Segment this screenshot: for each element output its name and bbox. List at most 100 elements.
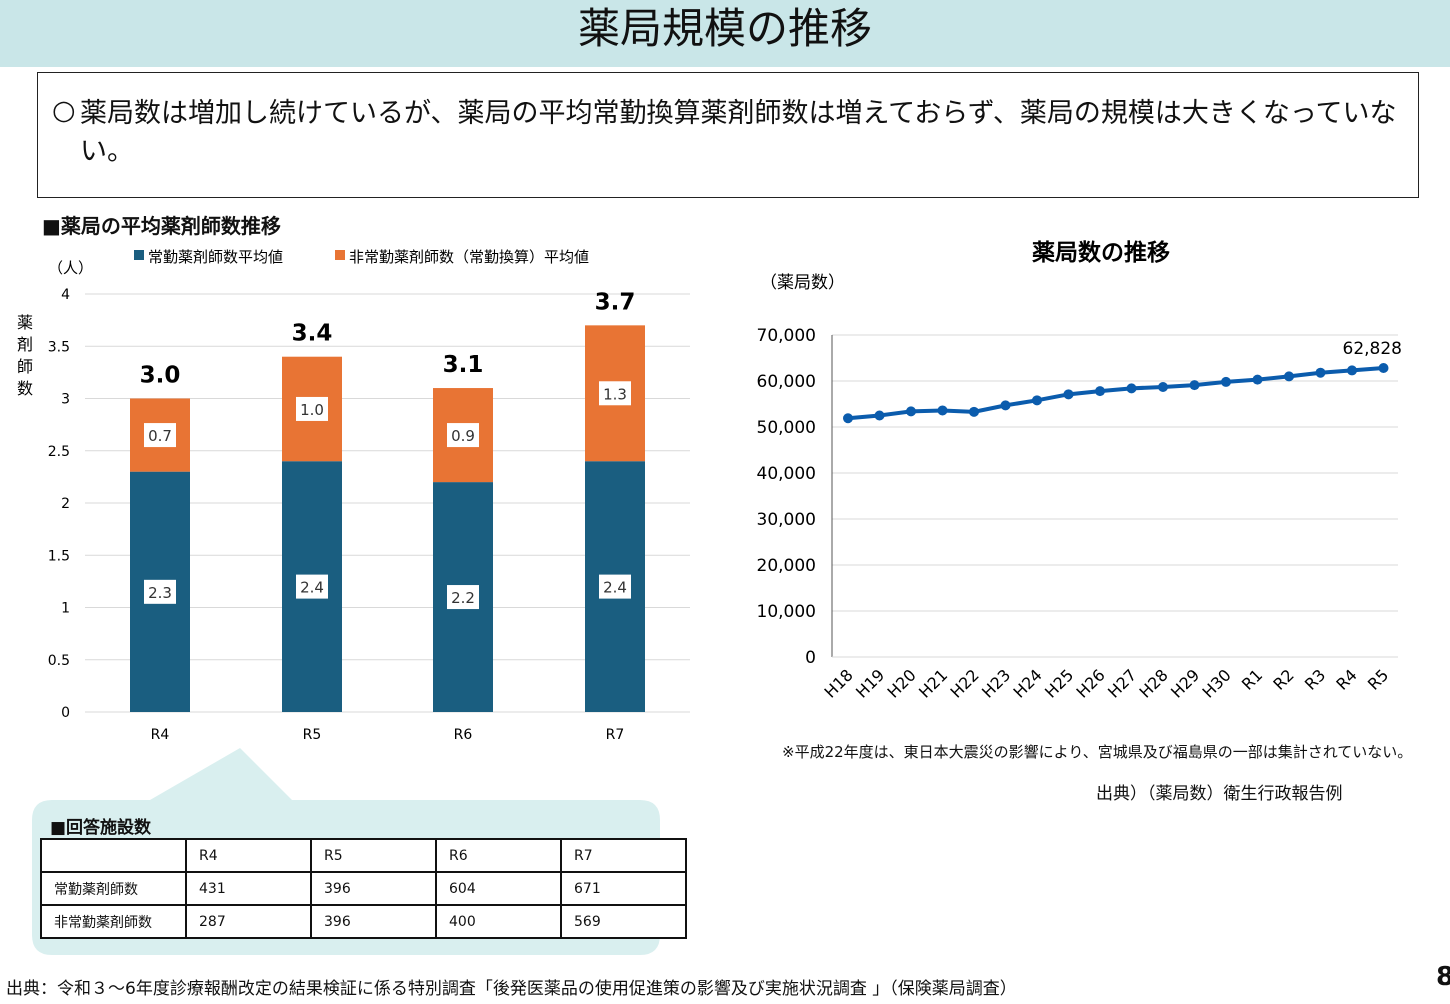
data-label-bg (144, 423, 176, 448)
y-axis-label: （薬局数） (760, 273, 845, 293)
data-label-bg (447, 423, 479, 448)
data-point (1158, 381, 1168, 392)
data-point (1126, 383, 1137, 394)
x-tick-label: R5 (303, 727, 322, 743)
page-title: 薬局規模の推移 (0, 0, 1450, 67)
y-tick-label: 0 (805, 648, 816, 668)
chart-title: 薬局数の推移 (1032, 240, 1170, 266)
data-label: 1.0 (300, 401, 324, 419)
data-point (1000, 400, 1011, 411)
table-cell: R6 (435, 838, 562, 873)
data-label: 2.2 (451, 589, 475, 607)
line-chart: 薬局数の推移 （薬局数） 0 10,000 20,000 30,000 40,000 50,0… (757, 240, 1402, 702)
data-point (1315, 367, 1326, 378)
x-tick-label: H26 (1072, 665, 1108, 701)
y-tick-label: 2 (61, 496, 70, 512)
y-tick-label: 4 (61, 287, 70, 303)
table-cell: 287 (185, 904, 312, 939)
legend-swatch (335, 250, 345, 260)
y-tick-label: 0 (61, 705, 70, 721)
legend-label: 常勤薬剤師数平均値 (148, 248, 283, 266)
x-tick-label: R6 (454, 727, 473, 743)
data-label-bg (296, 574, 328, 599)
y-tick-label: 40,000 (757, 464, 816, 484)
total-label: 3.0 (140, 363, 181, 389)
table-cell: 400 (435, 904, 562, 939)
legend-label: 非常勤薬剤師数（常勤換算）平均値 (349, 248, 589, 266)
x-tick-label: H19 (852, 665, 888, 701)
x-tick-label: H30 (1198, 665, 1234, 701)
data-label-bg (599, 574, 631, 599)
table-cell: 604 (435, 871, 562, 906)
data-point (1378, 362, 1389, 373)
response-count-table: R4 R5 R6 R7 常勤薬剤師数 431 396 604 671 非常勤薬剤師数 287 396 4… (40, 838, 687, 939)
y-axis-label: 薬 (17, 313, 33, 332)
data-point (843, 413, 853, 424)
data-point (1221, 376, 1231, 387)
x-tick-label: H24 (1009, 665, 1045, 701)
x-tick-label: R1 (1238, 665, 1266, 693)
table-cell: 431 (185, 871, 312, 906)
table-cell: 396 (310, 871, 437, 906)
x-tick-label: H29 (1167, 665, 1203, 701)
data-label-bg (599, 381, 631, 406)
y-tick-label: 1.5 (48, 548, 70, 564)
last-value-label: 62,828 (1343, 339, 1402, 359)
x-tick-label: R5 (1364, 665, 1392, 693)
total-label: 3.4 (292, 321, 333, 347)
table-row: 非常勤薬剤師数 287 396 400 569 (40, 904, 687, 939)
table-section-title: ■回答施設数 (50, 818, 152, 838)
source-bottom: 出典：令和３～6年度診療報酬改定の結果検証に係る特別調査「後発医薬品の使用促進策… (6, 979, 1017, 999)
source-right: 出典）（薬局数）衛生行政報告例 (1096, 784, 1343, 804)
page-number: 8 (1436, 962, 1450, 992)
y-tick-label: 0.5 (48, 653, 70, 669)
y-tick-label: 20,000 (757, 556, 816, 576)
data-label: 2.4 (300, 579, 324, 597)
data-point (1189, 380, 1200, 391)
data-label: 0.9 (451, 427, 475, 445)
data-point (937, 405, 948, 416)
left-section-title: ■薬局の平均薬剤師数推移 (42, 214, 281, 238)
x-tick-label: R3 (1301, 665, 1329, 693)
data-label-bg (296, 396, 328, 421)
data-point (1347, 365, 1357, 376)
table-header-row: R4 R5 R6 R7 (40, 838, 687, 873)
summary-box: ○ 薬局数は増加し続けているが、薬局の平均常勤換算薬剤師数は増えておらず、薬局の… (37, 72, 1419, 198)
y-tick-label: 30,000 (757, 510, 816, 530)
data-point (1063, 389, 1074, 400)
y-axis-label: 数 (17, 379, 33, 398)
table-cell: R5 (310, 838, 437, 873)
data-point (969, 406, 979, 417)
table-cell (40, 838, 187, 873)
table-cell: 396 (310, 904, 437, 939)
y-tick-label: 60,000 (757, 372, 816, 392)
summary-text: 薬局数は増加し続けているが、薬局の平均常勤換算薬剤師数は増えておらず、薬局の規模… (80, 98, 1397, 167)
x-tick-label: R4 (151, 727, 170, 743)
y-unit-label: （人） (48, 259, 93, 277)
x-tick-label: R2 (1269, 665, 1297, 693)
y-axis-label: 剤 (17, 335, 33, 354)
data-point (906, 406, 916, 417)
note: ※平成22年度は、東日本大震災の影響により、宮城県及び福島県の一部は集計されてい… (782, 743, 1413, 761)
data-point (1284, 371, 1294, 382)
table-cell: R7 (560, 838, 687, 873)
x-tick-label: R4 (1332, 665, 1360, 693)
table-cell: 671 (560, 871, 687, 906)
y-tick-label: 50,000 (757, 418, 816, 438)
table-cell: 569 (560, 904, 687, 939)
x-tick-label: H22 (946, 665, 982, 701)
x-tick-label: R7 (606, 727, 625, 743)
data-point (874, 410, 885, 421)
y-axis-label: 師 (17, 357, 33, 376)
x-tick-label: H21 (915, 665, 951, 701)
table-cell: 常勤薬剤師数 (40, 871, 187, 906)
data-label: 2.4 (603, 579, 627, 597)
data-label: 2.3 (148, 584, 172, 602)
data-label: 1.3 (603, 385, 627, 403)
x-tick-label: H20 (883, 665, 919, 701)
y-tick-label: 1 (61, 601, 70, 617)
y-tick-label: 70,000 (757, 326, 816, 346)
data-label: 0.7 (148, 427, 172, 445)
data-label-bg (447, 585, 479, 610)
data-point (1032, 395, 1042, 406)
